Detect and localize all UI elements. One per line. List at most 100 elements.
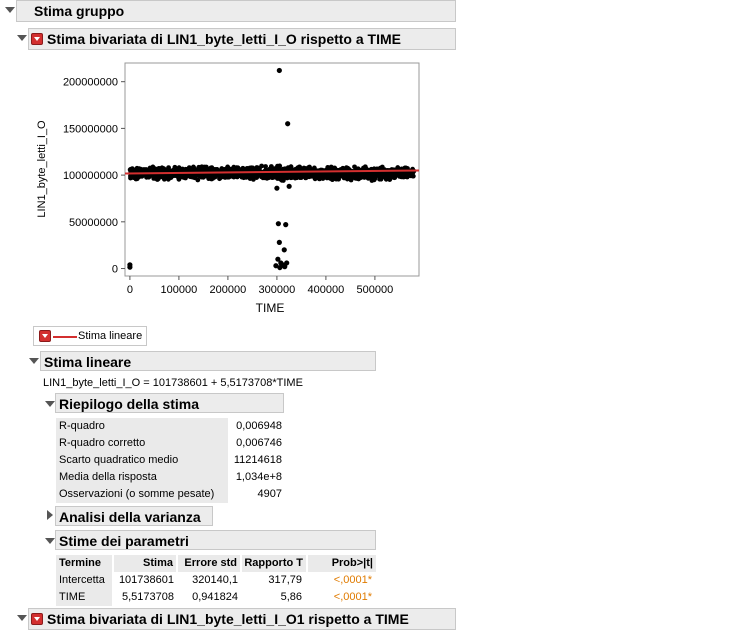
estimate-cell: 101738601 <box>118 574 174 586</box>
row-label: R-quadro corretto <box>56 435 228 452</box>
data-point <box>274 185 280 191</box>
legend-box: Stima lineare <box>33 326 147 346</box>
data-point <box>127 264 133 270</box>
collapse-icon[interactable] <box>45 538 55 544</box>
red-menu-icon[interactable] <box>39 330 51 342</box>
data-point <box>276 239 282 245</box>
term-cell: Intercetta <box>56 572 112 589</box>
y-tick-label: 150000000 <box>63 123 118 135</box>
row-value: 4907 <box>257 488 282 500</box>
outlier-points <box>127 67 292 271</box>
data-point <box>286 174 292 180</box>
fit-header: Stima lineare <box>40 351 376 371</box>
row-label: R-quadro <box>56 418 228 435</box>
term-cell: TIME <box>56 589 112 606</box>
data-point <box>239 174 245 179</box>
data-point <box>303 175 309 180</box>
se-cell: 320140,1 <box>192 574 238 586</box>
data-point <box>181 175 187 180</box>
legend-line <box>53 336 77 338</box>
x-axis-label: TIME <box>256 301 285 315</box>
x-tick-label: 300000 <box>259 284 296 296</box>
data-point <box>128 173 134 179</box>
summary-header: Riepilogo della stima <box>55 393 284 413</box>
params-header: Stime dei parametri <box>55 530 376 550</box>
data-point <box>338 172 344 178</box>
row-label: Osservazioni (o somme pesate) <box>56 486 228 503</box>
data-point <box>145 174 151 179</box>
col-header-estimate: Stima <box>114 555 176 572</box>
section-title: Stima bivariata di LIN1_byte_letti_I_O1 … <box>47 611 409 627</box>
data-point <box>281 247 287 253</box>
data-point <box>277 264 283 271</box>
data-point <box>159 174 164 180</box>
table-row: R-quadro corretto 0,006746 <box>56 435 286 452</box>
data-point <box>234 174 240 180</box>
se-cell: 0,941824 <box>192 591 238 603</box>
table-row: Osservazioni (o somme pesate) 4907 <box>56 486 286 503</box>
data-point <box>132 174 138 180</box>
data-point <box>364 172 370 178</box>
anova-title: Analisi della varianza <box>59 509 201 525</box>
scatter-plot: 0 50000000 100000000 150000000 200000000 0 10… <box>36 62 420 315</box>
data-point <box>349 171 355 177</box>
data-point <box>273 263 279 269</box>
x-tick-label: 100000 <box>161 284 198 296</box>
fit-equation: LIN1_byte_letti_I_O = 101738601 + 5,5173… <box>43 377 303 389</box>
y-tick-label: 200000000 <box>63 77 118 89</box>
data-point <box>377 174 383 180</box>
data-point <box>410 173 416 179</box>
y-tick-label: 50000000 <box>69 217 118 229</box>
table-row: Intercetta 101738601 320140,1 317,79 <,0… <box>56 572 378 589</box>
data-point <box>285 121 291 127</box>
x-tick-label: 0 <box>127 284 133 296</box>
data-point <box>175 174 181 180</box>
p-cell: <,0001* <box>333 591 372 603</box>
data-point <box>354 175 360 181</box>
params-table: Termine Stima Errore std Rapporto T Prob… <box>56 555 378 607</box>
data-point <box>276 67 282 74</box>
collapse-icon[interactable] <box>5 7 15 13</box>
data-point <box>361 173 366 179</box>
table-row: R-quadro 0,006948 <box>56 418 286 435</box>
y-tick-label: 0 <box>112 264 118 276</box>
data-point <box>165 166 171 172</box>
fit-title: Stima lineare <box>44 354 132 370</box>
summary-table: R-quadro 0,006948 R-quadro corretto 0,00… <box>56 418 286 504</box>
collapse-icon[interactable] <box>17 35 27 41</box>
col-header-p: Prob>|t| <box>308 555 376 572</box>
params-title: Stime dei parametri <box>59 533 189 549</box>
data-point <box>129 167 134 173</box>
collapse-icon[interactable] <box>17 615 27 621</box>
data-point <box>369 178 375 183</box>
row-value: 0,006746 <box>236 437 282 449</box>
x-tick-label: 500000 <box>357 284 394 296</box>
data-point <box>391 174 397 180</box>
legend-label: Stima lineare <box>78 330 143 342</box>
data-point <box>331 173 337 179</box>
row-value: 0,006948 <box>236 420 282 432</box>
red-menu-icon[interactable] <box>31 613 43 625</box>
section-header: Stima bivariata di LIN1_byte_letti_I_O r… <box>28 28 456 50</box>
data-point <box>379 164 385 170</box>
collapse-icon[interactable] <box>29 358 39 364</box>
data-point <box>400 174 405 179</box>
data-point <box>311 165 317 171</box>
data-point <box>138 168 144 174</box>
col-header-se: Errore std <box>178 555 240 572</box>
data-point <box>275 221 281 227</box>
data-point <box>225 164 231 170</box>
data-point <box>275 256 281 262</box>
red-menu-icon[interactable] <box>31 33 43 45</box>
row-label: Media della risposta <box>56 469 228 486</box>
data-point <box>306 166 312 171</box>
summary-title: Riepilogo della stima <box>59 396 200 412</box>
expand-icon[interactable] <box>47 510 53 520</box>
data-point <box>224 174 230 180</box>
data-point <box>191 164 196 170</box>
estimate-cell: 5,5173708 <box>122 591 174 603</box>
row-value: 11214618 <box>233 454 282 466</box>
data-point <box>371 173 377 179</box>
collapse-icon[interactable] <box>45 401 55 407</box>
data-point <box>184 167 190 172</box>
